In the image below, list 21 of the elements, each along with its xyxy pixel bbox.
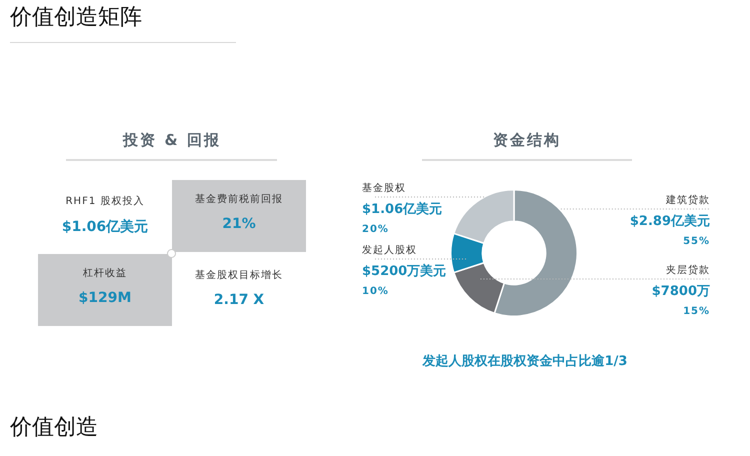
text: 2.17 X	[212, 292, 266, 308]
slice-label: 基金股权	[362, 182, 407, 195]
text: 基金股权目标增长	[194, 268, 284, 282]
text: 基金费前税前回报	[194, 192, 284, 206]
chart-title: 资金结构	[492, 131, 562, 150]
data-label: $7800万 15%	[650, 283, 710, 317]
text: 21%	[221, 216, 257, 232]
text: 杠杆收益	[82, 266, 128, 280]
data-label: $1.06亿美元 20%	[362, 200, 444, 235]
data-label: $2.89亿美元 55%	[628, 212, 710, 247]
text: 价值创造	[10, 414, 99, 440]
text: $1.06亿美元	[60, 218, 150, 236]
slice-label: 夹层贷款	[665, 264, 710, 277]
text: $129M	[78, 290, 132, 306]
slice-label: 发起人股权	[362, 244, 418, 257]
text: 发起人股权在股权资金中占比逾1/3	[421, 353, 628, 370]
text: RHF1 股权投入	[64, 194, 146, 208]
slice-label: 建筑贷款	[665, 194, 710, 207]
data-label: $5200万美元 10%	[362, 262, 448, 297]
text: 价值创造矩阵	[10, 4, 143, 30]
text: 投资 & 回报	[122, 131, 222, 150]
